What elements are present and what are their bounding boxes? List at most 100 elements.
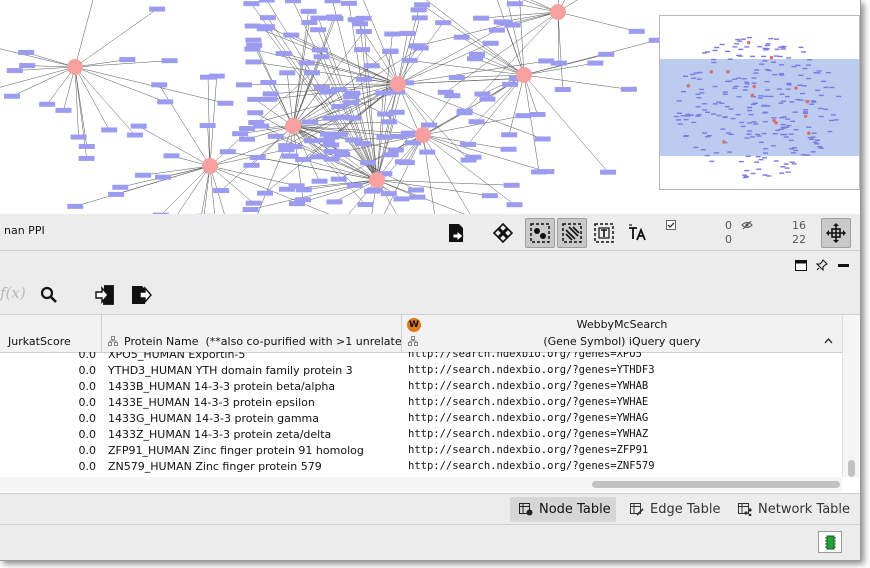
network-edge[interactable] xyxy=(268,82,294,127)
network-node[interactable] xyxy=(460,141,477,147)
network-node[interactable] xyxy=(152,212,169,214)
network-node[interactable] xyxy=(501,132,518,138)
webbymcsearch-cell[interactable]: http://search.ndexbio.org/?genes=YTHDF3 xyxy=(408,364,655,376)
column-header-webbymcsearch[interactable]: W WebbyMcSearch (Gene Symbol) iQuery que… xyxy=(402,315,842,352)
network-edge[interactable] xyxy=(257,157,378,181)
maximize-icon[interactable] xyxy=(795,260,807,271)
network-edge[interactable] xyxy=(422,134,547,172)
network-node[interactable] xyxy=(409,194,426,200)
network-edge[interactable] xyxy=(74,59,128,68)
tab-node-table[interactable]: Node Table xyxy=(510,497,616,522)
network-node[interactable] xyxy=(456,108,473,114)
table-row[interactable]: 0.0 ZFP91_HUMAN Zinc finger protein 91 ho… xyxy=(0,443,842,459)
network-edge[interactable] xyxy=(422,115,524,136)
network-node[interactable] xyxy=(243,1,260,7)
network-edge[interactable] xyxy=(0,38,76,68)
network-edge[interactable] xyxy=(251,3,378,181)
network-node[interactable] xyxy=(245,59,262,65)
network-node[interactable] xyxy=(479,96,496,102)
network-node[interactable] xyxy=(334,114,351,120)
network-node[interactable] xyxy=(345,137,362,143)
network-node[interactable] xyxy=(355,29,372,35)
network-edge[interactable] xyxy=(422,134,472,214)
horizontal-scroll-thumb[interactable] xyxy=(592,481,840,488)
network-node[interactable] xyxy=(375,90,392,96)
network-edge[interactable] xyxy=(143,165,211,176)
network-node[interactable] xyxy=(244,46,261,52)
network-edge[interactable] xyxy=(474,58,525,76)
network-edge[interactable] xyxy=(292,11,309,127)
network-node[interactable] xyxy=(278,143,295,149)
network-node[interactable] xyxy=(78,155,95,161)
search-icon[interactable] xyxy=(40,286,58,304)
network-edge[interactable] xyxy=(422,134,474,158)
network-node[interactable] xyxy=(382,48,399,54)
network-edge[interactable] xyxy=(74,66,226,104)
network-node[interactable] xyxy=(267,133,284,139)
network-node[interactable] xyxy=(382,152,399,158)
network-edge[interactable] xyxy=(397,29,497,85)
network-node[interactable] xyxy=(303,70,320,76)
webbymcsearch-cell[interactable]: http://search.ndexbio.org/?genes=ZFP91 xyxy=(408,444,649,456)
network-node[interactable] xyxy=(600,169,617,175)
network-edge[interactable] xyxy=(292,22,310,127)
vertical-scrollbar[interactable] xyxy=(842,315,860,477)
overview-viewport[interactable] xyxy=(660,59,859,156)
network-node[interactable] xyxy=(343,100,360,106)
network-node[interactable] xyxy=(468,51,485,57)
network-node[interactable] xyxy=(326,199,343,205)
webbymcsearch-cell[interactable]: http://search.ndexbio.org/?genes=YWHAG xyxy=(408,412,649,424)
vertical-scroll-thumb[interactable] xyxy=(848,460,855,477)
network-edge[interactable] xyxy=(348,3,378,181)
network-edge[interactable] xyxy=(397,78,521,85)
network-node[interactable] xyxy=(377,111,394,117)
network-node[interactable] xyxy=(261,96,278,102)
network-node[interactable] xyxy=(598,51,615,57)
network-edge[interactable] xyxy=(461,36,525,76)
network-node[interactable] xyxy=(408,187,425,193)
network-node[interactable] xyxy=(366,187,383,193)
network-edge[interactable] xyxy=(370,134,424,214)
network-edge[interactable] xyxy=(519,0,525,76)
network-node[interactable] xyxy=(351,21,368,27)
network-node[interactable] xyxy=(503,182,520,188)
network-edge[interactable] xyxy=(74,66,79,138)
network-node[interactable] xyxy=(343,94,360,100)
network-node[interactable] xyxy=(330,176,347,182)
network-edge[interactable] xyxy=(557,11,564,90)
network-node[interactable] xyxy=(151,82,168,88)
network-node[interactable] xyxy=(376,171,393,177)
network-edge[interactable] xyxy=(376,33,393,181)
network-node[interactable] xyxy=(332,149,349,155)
network-node[interactable] xyxy=(304,138,321,144)
network-node[interactable] xyxy=(323,148,340,154)
network-edge[interactable] xyxy=(397,83,469,161)
layout-button[interactable] xyxy=(488,218,518,248)
network-node[interactable] xyxy=(119,57,136,63)
network-node[interactable] xyxy=(323,142,340,148)
network-edge[interactable] xyxy=(292,125,320,182)
network-node[interactable] xyxy=(70,134,87,140)
network-node[interactable] xyxy=(213,188,230,194)
network-edge[interactable] xyxy=(361,49,399,85)
network-edge[interactable] xyxy=(351,83,399,103)
hub-node[interactable] xyxy=(415,127,431,143)
network-canvas[interactable] xyxy=(0,0,860,214)
network-node[interactable] xyxy=(310,27,327,33)
network-edge[interactable] xyxy=(523,62,596,76)
network-edge[interactable] xyxy=(292,125,396,151)
network-node[interactable] xyxy=(506,202,523,208)
network-edge[interactable] xyxy=(481,11,559,19)
network-node[interactable] xyxy=(295,156,312,162)
network-node[interactable] xyxy=(310,15,327,21)
hub-node[interactable] xyxy=(550,4,566,20)
network-edge[interactable] xyxy=(397,43,491,85)
hub-node[interactable] xyxy=(285,118,301,134)
pin-icon[interactable] xyxy=(816,259,828,271)
network-node[interactable] xyxy=(345,115,362,121)
network-node[interactable] xyxy=(481,193,498,199)
network-node[interactable] xyxy=(67,203,84,209)
network-node[interactable] xyxy=(288,201,305,207)
network-node[interactable] xyxy=(410,7,427,13)
network-edge[interactable] xyxy=(292,125,417,191)
